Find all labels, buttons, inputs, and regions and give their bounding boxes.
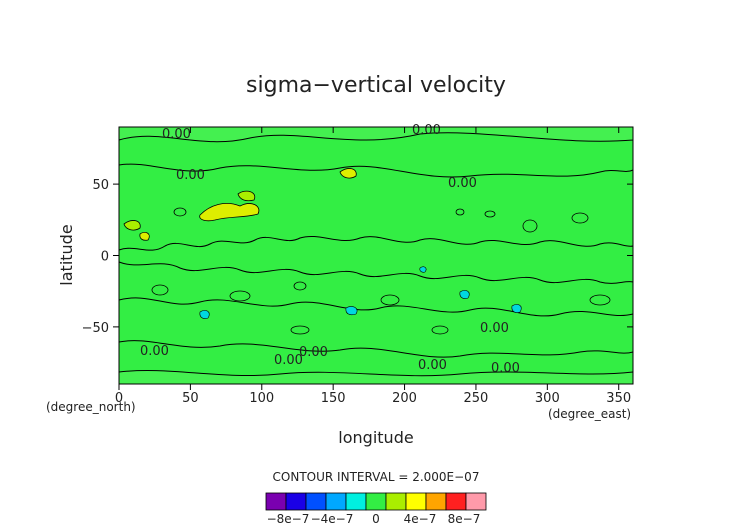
colorbar: −8e−7 −4e−7 0 4e−7 8e−7 (265, 492, 487, 526)
x-tick-label: 150 (321, 391, 346, 406)
contour-label: 0.00 (491, 361, 520, 376)
colorbar-tick-label: 4e−7 (404, 512, 437, 526)
contour-label: 0.00 (162, 127, 191, 142)
contour-label: 0.00 (480, 321, 509, 336)
contour-interval-text: CONTOUR INTERVAL = 2.000E−07 (273, 470, 480, 484)
negative-patch (345, 306, 358, 316)
contour-midsouth (118, 297, 634, 317)
colorbar-tick-label: −8e−7 (267, 512, 310, 526)
contour-label: 0.00 (299, 345, 328, 360)
y-tick-label: 50 (92, 178, 109, 193)
colorbar-swatch (365, 492, 387, 511)
plot-background (119, 127, 633, 384)
colorbar-swatch (405, 492, 427, 511)
x-tick-label: 0 (115, 391, 123, 406)
x-tick-label: 100 (249, 391, 274, 406)
positive-patch (139, 232, 150, 241)
colorbar-swatch (305, 492, 327, 511)
x-unit-label: (degree_east) (548, 407, 631, 421)
colorbar-tick-label: 8e−7 (448, 512, 481, 526)
x-axis: 0 50 100 150 200 250 300 350 (115, 127, 631, 406)
x-tick-label: 350 (606, 391, 631, 406)
x-tick-label: 50 (182, 391, 199, 406)
colorbar-swatch (285, 492, 307, 511)
contour-label: 0.00 (274, 353, 303, 368)
colorbar-swatch (385, 492, 407, 511)
contour-label: 0.00 (412, 123, 441, 138)
positive-patch (339, 168, 357, 179)
colorbar-tick-label: 0 (372, 512, 380, 526)
contour-label: 0.00 (418, 358, 447, 373)
colorbar-swatch (445, 492, 467, 511)
negative-patch (459, 290, 470, 299)
negative-patch (419, 266, 427, 273)
chart-title: sigma−vertical velocity (246, 73, 506, 98)
x-axis-label: longitude (338, 428, 413, 447)
colorbar-swatch (345, 492, 367, 511)
contour-band-midnorth (118, 163, 634, 178)
y-tick-label: −50 (82, 321, 109, 336)
positive-patch (237, 190, 256, 202)
contour-equator-north (118, 236, 634, 251)
contour-label: 0.00 (448, 176, 477, 191)
positive-patch (123, 220, 141, 231)
x-tick-label: 250 (464, 391, 489, 406)
contour-band-north (118, 126, 634, 143)
colorbar-swatch (325, 492, 347, 511)
colorbar-swatch (265, 492, 287, 511)
y-axis-label: latitude (57, 224, 76, 285)
positive-patch (199, 203, 260, 222)
contour-south (118, 340, 634, 358)
contour-label: 0.00 (140, 344, 169, 359)
y-unit-label: (degree_north) (46, 400, 136, 414)
plot-area: 0.00 0.00 0.00 0.00 0.00 0.00 0.00 0.00 … (118, 123, 634, 385)
x-tick-label: 200 (392, 391, 417, 406)
y-tick-label: 0 (101, 250, 109, 265)
contour-band-south (118, 370, 634, 385)
y-axis: −50 0 50 (82, 178, 633, 336)
negative-patch (511, 304, 522, 313)
x-tick-label: 300 (535, 391, 560, 406)
colorbar-swatch (425, 492, 447, 511)
colorbar-swatch (465, 492, 487, 511)
colorbar-tick-label: −4e−7 (311, 512, 354, 526)
negative-patch (199, 310, 210, 319)
contour-blobs (151, 207, 611, 335)
contour-equator-south (118, 261, 634, 284)
contour-label: 0.00 (176, 168, 205, 183)
